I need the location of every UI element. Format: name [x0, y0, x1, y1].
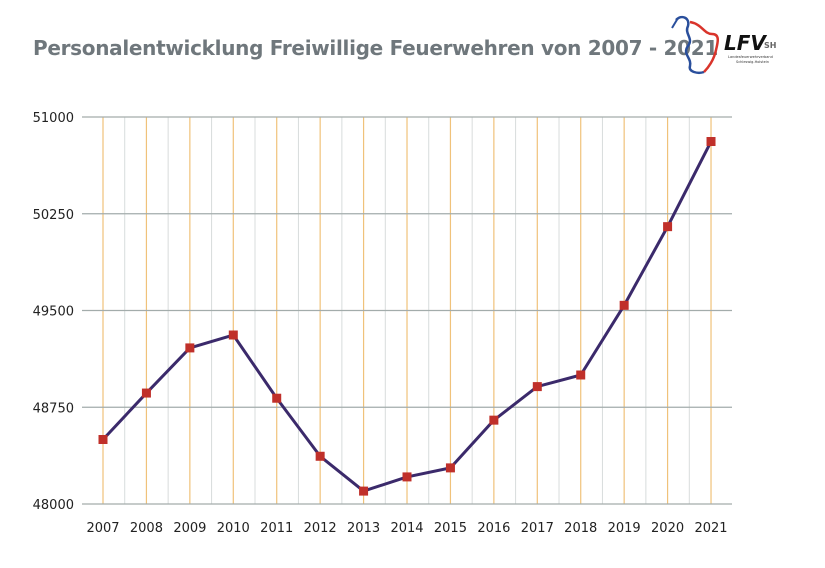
data-point-2020 — [663, 222, 673, 232]
y-tick-label: 49500 — [33, 305, 74, 320]
data-point-2017 — [532, 382, 542, 392]
x-tick-label: 2007 — [86, 521, 119, 536]
y-tick-label: 48000 — [33, 498, 74, 513]
x-tick-label: 2019 — [608, 521, 641, 536]
data-point-2019 — [619, 300, 629, 310]
data-point-2018 — [576, 370, 586, 380]
chart-title: Personalentwicklung Freiwillige Feuerweh… — [33, 36, 719, 60]
y-tick-label: 51000 — [33, 111, 74, 126]
data-point-2009 — [185, 343, 195, 353]
data-point-2013 — [359, 486, 369, 496]
y-tick-label: 48750 — [33, 401, 74, 416]
x-tick-label: 2021 — [694, 521, 727, 536]
data-point-2007 — [98, 435, 108, 444]
lfv-logo: LFV SH Landesfeuerwehrverband Schleswig-… — [671, 15, 776, 74]
x-tick-label: 2015 — [434, 521, 467, 536]
x-tick-label: 2011 — [260, 521, 293, 536]
x-tick-label: 2020 — [651, 521, 684, 536]
x-tick-label: 2010 — [217, 521, 250, 536]
data-point-2011 — [272, 393, 282, 403]
x-tick-label: 2009 — [173, 521, 206, 536]
data-point-2012 — [315, 451, 325, 461]
svg-text:LFV: LFV — [724, 31, 767, 55]
x-tick-label: 2014 — [390, 521, 423, 536]
x-tick-label: 2008 — [130, 521, 163, 536]
data-point-2016 — [489, 415, 499, 425]
x-tick-label: 2012 — [304, 521, 337, 536]
data-point-2010 — [228, 330, 238, 340]
y-tick-label: 50250 — [33, 208, 74, 223]
data-point-2015 — [445, 463, 455, 473]
x-tick-label: 2018 — [564, 521, 597, 536]
data-point-2014 — [402, 472, 412, 482]
x-tick-label: 2013 — [347, 521, 380, 536]
data-point-2021 — [706, 137, 716, 147]
x-tick-label: 2017 — [521, 521, 554, 536]
data-point-2008 — [141, 388, 151, 398]
x-tick-label: 2016 — [477, 521, 510, 536]
svg-text:Schleswig-Holstein: Schleswig-Holstein — [736, 60, 769, 64]
svg-text:Landesfeuerwehrverband: Landesfeuerwehrverband — [728, 55, 773, 59]
svg-text:SH: SH — [764, 41, 776, 50]
